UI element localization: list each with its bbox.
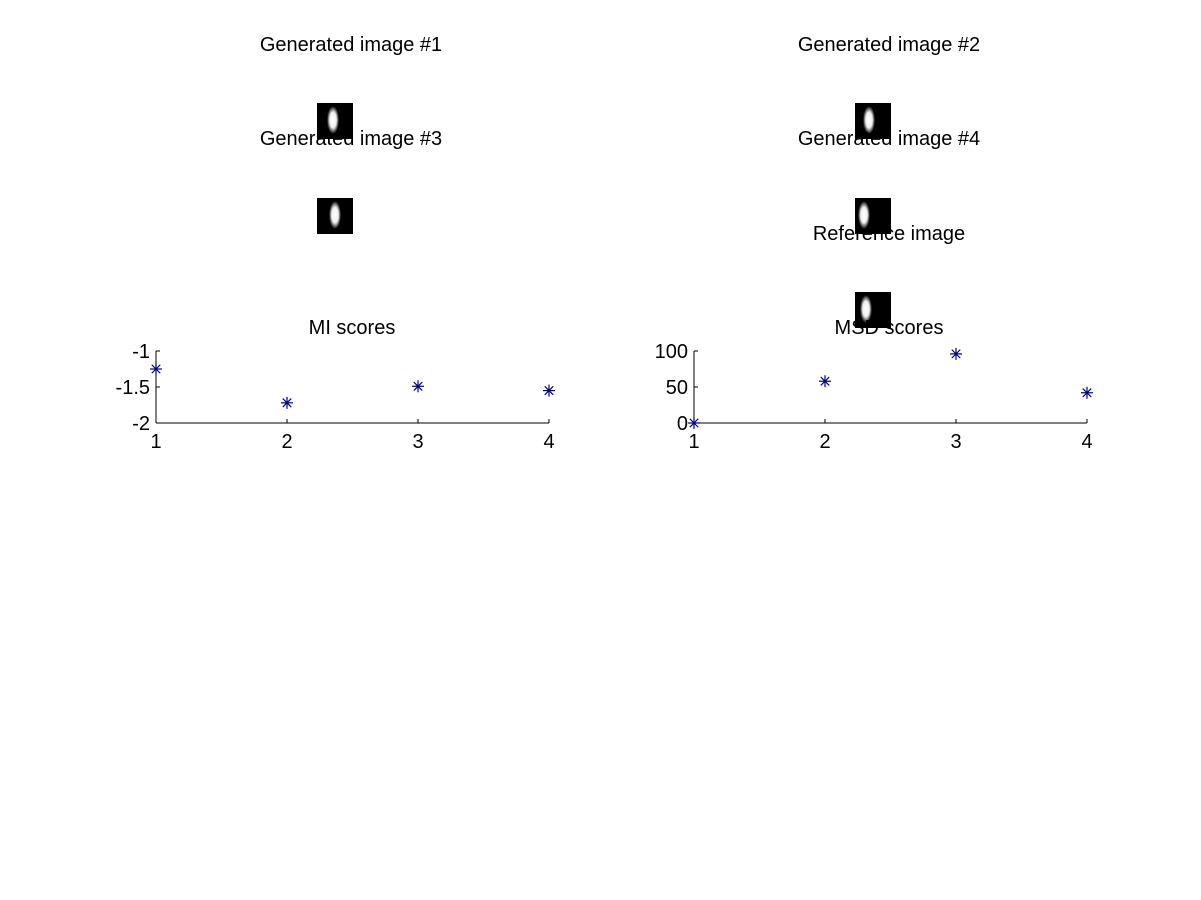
image-panel-4-title: Generated image #4 bbox=[798, 128, 980, 150]
msd-scores-y-ticks: 100 50 0 bbox=[655, 341, 698, 435]
msd-scores-point-2 bbox=[819, 375, 831, 388]
image-panel-2: Generated image #2 bbox=[798, 34, 980, 139]
mi-scores-x-tick-label-3: 3 bbox=[412, 431, 423, 453]
msd-scores-point-4 bbox=[1081, 386, 1093, 399]
image-panel-3-title: Generated image #3 bbox=[260, 128, 442, 150]
image-panel-2-title: Generated image #2 bbox=[798, 34, 980, 56]
image-panel-4: Generated image #4 bbox=[798, 128, 980, 234]
mi-scores-point-1 bbox=[150, 363, 162, 375]
msd-scores-y-tick-label-1: 100 bbox=[655, 341, 688, 363]
mi-scores-title: MI scores bbox=[309, 317, 396, 339]
generated-image-2-thumbnail bbox=[855, 103, 891, 139]
msd-scores-y-tick-label-2: 50 bbox=[666, 377, 688, 399]
mi-scores-y-tick-label-1: -1 bbox=[132, 341, 150, 363]
mi-scores-x-tick-label-1: 1 bbox=[150, 431, 161, 453]
mi-scores-y-ticks: -1 -1.5 -2 bbox=[116, 341, 160, 435]
msd-scores-point-1 bbox=[688, 417, 700, 429]
generated-image-3-thumbnail bbox=[317, 198, 353, 234]
mi-scores-point-2 bbox=[281, 396, 293, 409]
msd-scores-point-3 bbox=[950, 347, 962, 360]
msd-scores-x-tick-label-1: 1 bbox=[688, 431, 699, 453]
reference-image-thumbnail bbox=[855, 292, 891, 328]
msd-scores-x-tick-label-2: 2 bbox=[819, 431, 830, 453]
mi-scores-y-tick-label-2: -1.5 bbox=[116, 377, 150, 399]
msd-scores-y-tick-label-3: 0 bbox=[677, 413, 688, 435]
mi-scores-x-tick-label-2: 2 bbox=[281, 431, 292, 453]
mi-scores-point-3 bbox=[412, 380, 424, 393]
image-panel-1: Generated image #1 bbox=[260, 34, 442, 139]
mi-scores-x-ticks: 1 2 3 4 bbox=[150, 419, 555, 453]
msd-scores-x-tick-label-4: 4 bbox=[1081, 431, 1092, 453]
reference-image-panel: Reference image bbox=[813, 223, 965, 328]
msd-scores-x-tick-label-3: 3 bbox=[950, 431, 961, 453]
generated-image-4-thumbnail bbox=[855, 198, 891, 234]
mi-scores-x-tick-label-4: 4 bbox=[543, 431, 554, 453]
reference-image-title: Reference image bbox=[813, 223, 965, 245]
mi-scores-point-4 bbox=[543, 384, 555, 397]
msd-scores-points bbox=[688, 347, 1093, 429]
image-panel-1-title: Generated image #1 bbox=[260, 34, 442, 56]
mi-scores-points bbox=[150, 363, 555, 409]
msd-scores-title: MSD scores bbox=[835, 317, 944, 339]
msd-scores-chart: MSD scores 1 2 3 4 100 50 0 bbox=[655, 317, 1093, 453]
generated-image-1-thumbnail bbox=[317, 103, 353, 139]
mi-scores-chart: MI scores 1 2 3 4 -1 -1.5 -2 bbox=[116, 317, 555, 453]
mi-scores-y-tick-label-3: -2 bbox=[132, 413, 150, 435]
msd-scores-x-ticks: 1 2 3 4 bbox=[688, 419, 1093, 453]
image-panel-3: Generated image #3 bbox=[260, 128, 442, 234]
